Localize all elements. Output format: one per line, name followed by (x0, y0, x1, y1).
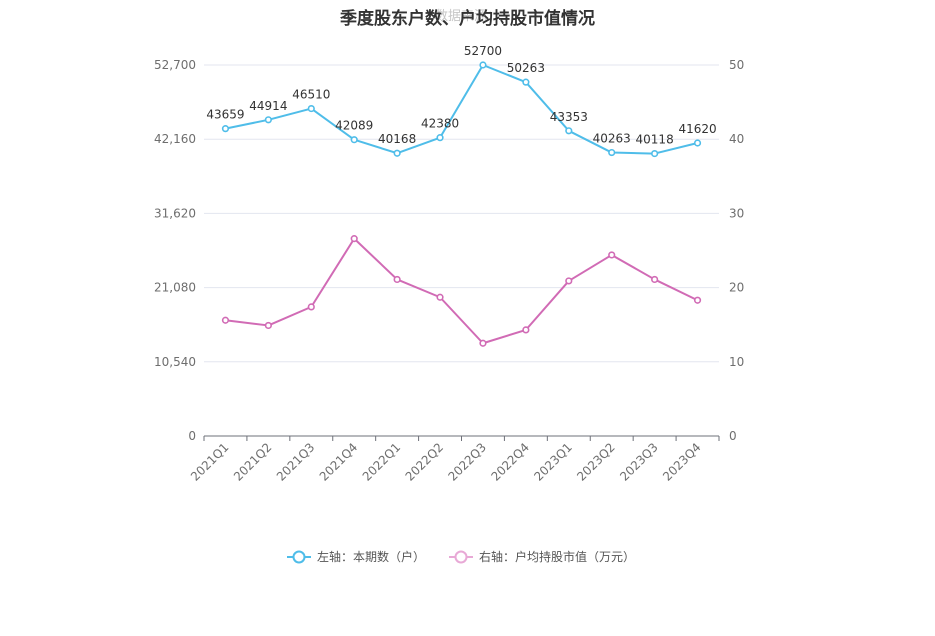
x-axis-tick-label: 2022Q1 (360, 440, 404, 484)
x-axis-tick-label: 2021Q4 (317, 440, 361, 484)
data-label: 42380 (421, 117, 459, 131)
data-point[interactable] (693, 296, 702, 304)
left-axis-tick-label: 42,160 (154, 132, 196, 146)
data-point[interactable] (479, 339, 487, 347)
left-axis-tick-label: 21,080 (154, 281, 196, 295)
legend-label[interactable]: 右轴：户均持股市值（万元） (479, 549, 635, 564)
data-point[interactable] (264, 321, 272, 330)
data-point[interactable] (307, 303, 315, 311)
x-axis-tick-label: 2022Q3 (446, 440, 490, 484)
watermark-text: 数据来源： (434, 9, 500, 24)
data-point[interactable] (693, 139, 702, 147)
data-point[interactable] (522, 78, 530, 86)
data-label: 41620 (678, 122, 716, 136)
data-point[interactable] (393, 275, 401, 284)
right-axis-tick-label: 40 (729, 132, 744, 146)
x-axis-tick-label: 2021Q1 (188, 440, 232, 484)
grid-lines (204, 64, 719, 363)
right-axis-tick-label: 50 (729, 58, 744, 72)
data-point[interactable] (350, 136, 358, 144)
x-axis-tick-label: 2023Q4 (660, 440, 704, 484)
left-axis-tick-label: 31,620 (154, 206, 196, 220)
data-label: 44914 (249, 99, 287, 113)
data-point[interactable] (608, 148, 616, 157)
legend-label[interactable]: 左轴：本期数（户） (317, 549, 425, 564)
data-point[interactable] (522, 326, 530, 334)
data-point[interactable] (608, 251, 616, 259)
data-label: 46510 (292, 88, 330, 102)
data-point[interactable] (479, 61, 487, 69)
data-point[interactable] (565, 277, 573, 285)
data-label: 40168 (378, 132, 416, 146)
data-point[interactable] (393, 149, 401, 157)
data-point[interactable] (436, 134, 444, 142)
data-point[interactable] (221, 125, 230, 133)
x-axis-tick-label: 2023Q3 (617, 440, 661, 484)
series-line-2 (225, 237, 698, 345)
data-point[interactable] (307, 104, 315, 113)
data-label: 43659 (206, 108, 244, 122)
data-label: 40263 (593, 132, 631, 146)
data-point[interactable] (264, 116, 272, 124)
left-axis-tick-label: 0 (188, 429, 196, 443)
data-label: 50263 (507, 61, 545, 75)
data-point[interactable] (565, 127, 573, 135)
x-axis-tick-label: 2022Q2 (403, 440, 447, 484)
series-lines (221, 61, 702, 347)
series-line-1 (225, 64, 698, 155)
x-axis-tick-label: 2021Q3 (274, 440, 318, 484)
right-axis-tick-label: 20 (729, 281, 744, 295)
data-point[interactable] (651, 149, 659, 158)
right-axis-tick-label: 0 (729, 429, 737, 443)
data-label: 40118 (636, 133, 674, 147)
x-axis-tick-label: 2023Q1 (531, 440, 575, 484)
legend-swatch-marker[interactable] (292, 550, 306, 564)
x-axis-tick-label: 2022Q4 (488, 440, 532, 484)
data-point[interactable] (221, 316, 230, 324)
legend: 左轴：本期数（户） 右轴：户均持股市值（万元） (287, 549, 635, 564)
right-axis-tick-label: 10 (729, 355, 744, 369)
left-axis-tick-label: 10,540 (154, 355, 196, 369)
data-point[interactable] (350, 235, 358, 243)
x-axis-tick-label: 2023Q2 (574, 440, 618, 484)
left-axis-tick-label: 52,700 (154, 58, 196, 72)
x-axis-tick-label: 2021Q2 (231, 440, 275, 484)
data-point[interactable] (651, 275, 659, 284)
data-label: 43353 (550, 110, 588, 124)
legend-swatch-marker[interactable] (454, 550, 468, 564)
data-point[interactable] (436, 293, 444, 301)
data-labels: 43659 44914 46510 42089 40168 42380 52700 50263… (206, 44, 716, 147)
right-axis-tick-label: 30 (729, 206, 744, 220)
chart-title: 季度股东户数、户均持股市值情况 (340, 9, 595, 29)
data-label: 42089 (335, 119, 373, 133)
data-label: 52700 (464, 44, 502, 58)
